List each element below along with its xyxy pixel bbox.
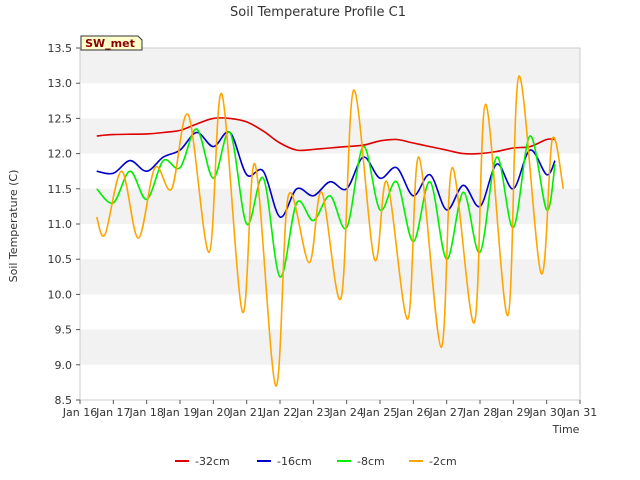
y-tick-label: 10.0 <box>48 288 73 301</box>
x-tick-label: Jan 23 <box>295 406 330 419</box>
x-tick-label: Jan 22 <box>262 406 297 419</box>
grid-band <box>80 329 580 365</box>
x-tick-label: Jan 18 <box>128 406 163 419</box>
legend: -32cm -16cm -8cm -2cm <box>175 455 457 468</box>
x-tick-label: Jan 25 <box>362 406 397 419</box>
series-line-2cmcm <box>95 75 565 387</box>
legend-item-8cmcm: -8cm <box>337 455 385 468</box>
x-tick-label: Jan 17 <box>95 406 130 419</box>
y-tick-label: 12.5 <box>48 112 73 125</box>
y-axis-label: Soil Temperature (C) <box>7 170 20 283</box>
legend-label: -2cm <box>429 455 457 468</box>
series-lines <box>95 75 565 387</box>
series-line-16cmcm <box>96 130 556 218</box>
grid-band <box>80 259 580 295</box>
x-tick-label: Jan 24 <box>328 406 363 419</box>
x-tick-label: Jan 19 <box>162 406 197 419</box>
grid-band <box>80 48 580 84</box>
y-tick-label: 13.5 <box>48 42 73 55</box>
y-axis-ticks: 8.5 9.0 9.5 10.0 10.5 11.0 11.5 12.0 12.5 13.0 13.… <box>48 42 80 407</box>
x-tick-label: Jan 28 <box>462 406 497 419</box>
y-tick-label: 13.0 <box>48 77 73 90</box>
x-tick-label: Jan 27 <box>428 406 463 419</box>
badge-label: SW_met <box>85 37 135 50</box>
legend-item-2cmcm: -2cm <box>409 455 457 468</box>
legend-label: -32cm <box>195 455 230 468</box>
y-tick-label: 9.5 <box>55 324 73 337</box>
x-tick-label: Jan 30 <box>528 406 563 419</box>
y-tick-label: 8.5 <box>55 394 73 407</box>
badge-box <box>80 35 143 51</box>
x-tick-label: Jan 21 <box>228 406 263 419</box>
y-tick-label: 12.0 <box>48 148 73 161</box>
series-line-8cmcm <box>96 128 556 278</box>
series-line-32cmcm <box>96 117 556 155</box>
y-tick-label: 9.0 <box>55 359 73 372</box>
x-tick-label: Jan 20 <box>195 406 230 419</box>
legend-label: -8cm <box>357 455 385 468</box>
y-tick-label: 10.5 <box>48 253 73 266</box>
y-tick-label: 11.5 <box>48 183 73 196</box>
x-tick-label: Jan 16 <box>62 406 97 419</box>
y-tick-label: 11.0 <box>48 218 73 231</box>
x-tick-label: Jan 29 <box>495 406 530 419</box>
legend-label: -16cm <box>277 455 312 468</box>
x-tick-label: Jan 26 <box>395 406 430 419</box>
chart-title: Soil Temperature Profile C1 <box>230 5 406 20</box>
legend-item-16cmcm: -16cm <box>257 455 312 468</box>
sw-met-badge: SW_met <box>80 35 143 51</box>
background-bands <box>80 48 580 400</box>
x-axis-label: Time <box>552 423 580 436</box>
x-tick-label: Jan 31 <box>562 406 597 419</box>
legend-item-32cmcm: -32cm <box>175 455 230 468</box>
